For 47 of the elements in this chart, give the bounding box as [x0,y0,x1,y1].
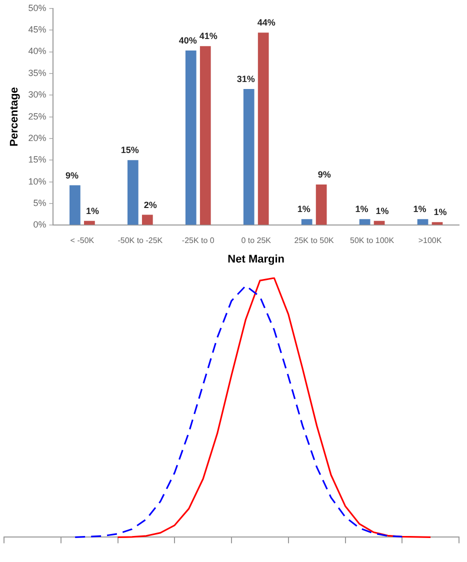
data-label: 15% [120,145,139,156]
x-tick-label: 50K to 100K [350,236,395,246]
x-tick-label: 0 to 25K [241,236,272,246]
y-tick-label: 30% [28,90,46,100]
y-tick-label: 20% [28,132,46,143]
bar [84,220,95,225]
bar [359,219,370,225]
x-tick-label: < -50K [70,236,95,246]
bar [200,46,211,225]
data-label: 1% [434,207,447,218]
bar [127,160,138,225]
data-label: 9% [318,169,331,180]
bar [258,32,269,225]
bar [432,222,443,225]
data-label: 1% [413,204,426,214]
y-tick-label: 5% [33,198,46,208]
bar [185,50,196,225]
x-tick-label: -50K to -25K [118,236,164,246]
x-axis-title: Net Margin [228,253,285,266]
data-label: 1% [86,206,99,216]
bar [301,219,312,225]
x-tick-label: >100K [418,236,442,246]
data-label: 31% [236,74,255,84]
y-tick-label: 50% [28,2,46,13]
bar [417,219,428,225]
y-tick-label: 10% [28,176,46,186]
bar [70,185,80,225]
data-label: 1% [376,206,389,216]
x-tick-label: 25K to 50K [294,236,335,246]
y-tick-label: 45% [28,24,46,35]
y-tick-label: 25% [28,111,46,122]
y-axis-title: Percentage [8,87,21,146]
data-label: 40% [178,35,197,46]
y-tick-label: 40% [28,46,46,56]
bar [316,184,327,225]
data-label: 44% [257,18,276,28]
bar [243,89,254,225]
y-tick-label: 0% [33,220,46,230]
data-label: 1% [355,204,368,214]
data-label: 2% [144,200,157,210]
data-label: 9% [65,170,78,180]
data-label: 1% [297,204,310,214]
x-tick-label: -25K to 0 [182,236,215,246]
y-tick-label: 15% [28,154,46,165]
data-label: 41% [199,31,218,42]
bar [142,214,153,225]
y-tick-label: 35% [28,68,46,78]
